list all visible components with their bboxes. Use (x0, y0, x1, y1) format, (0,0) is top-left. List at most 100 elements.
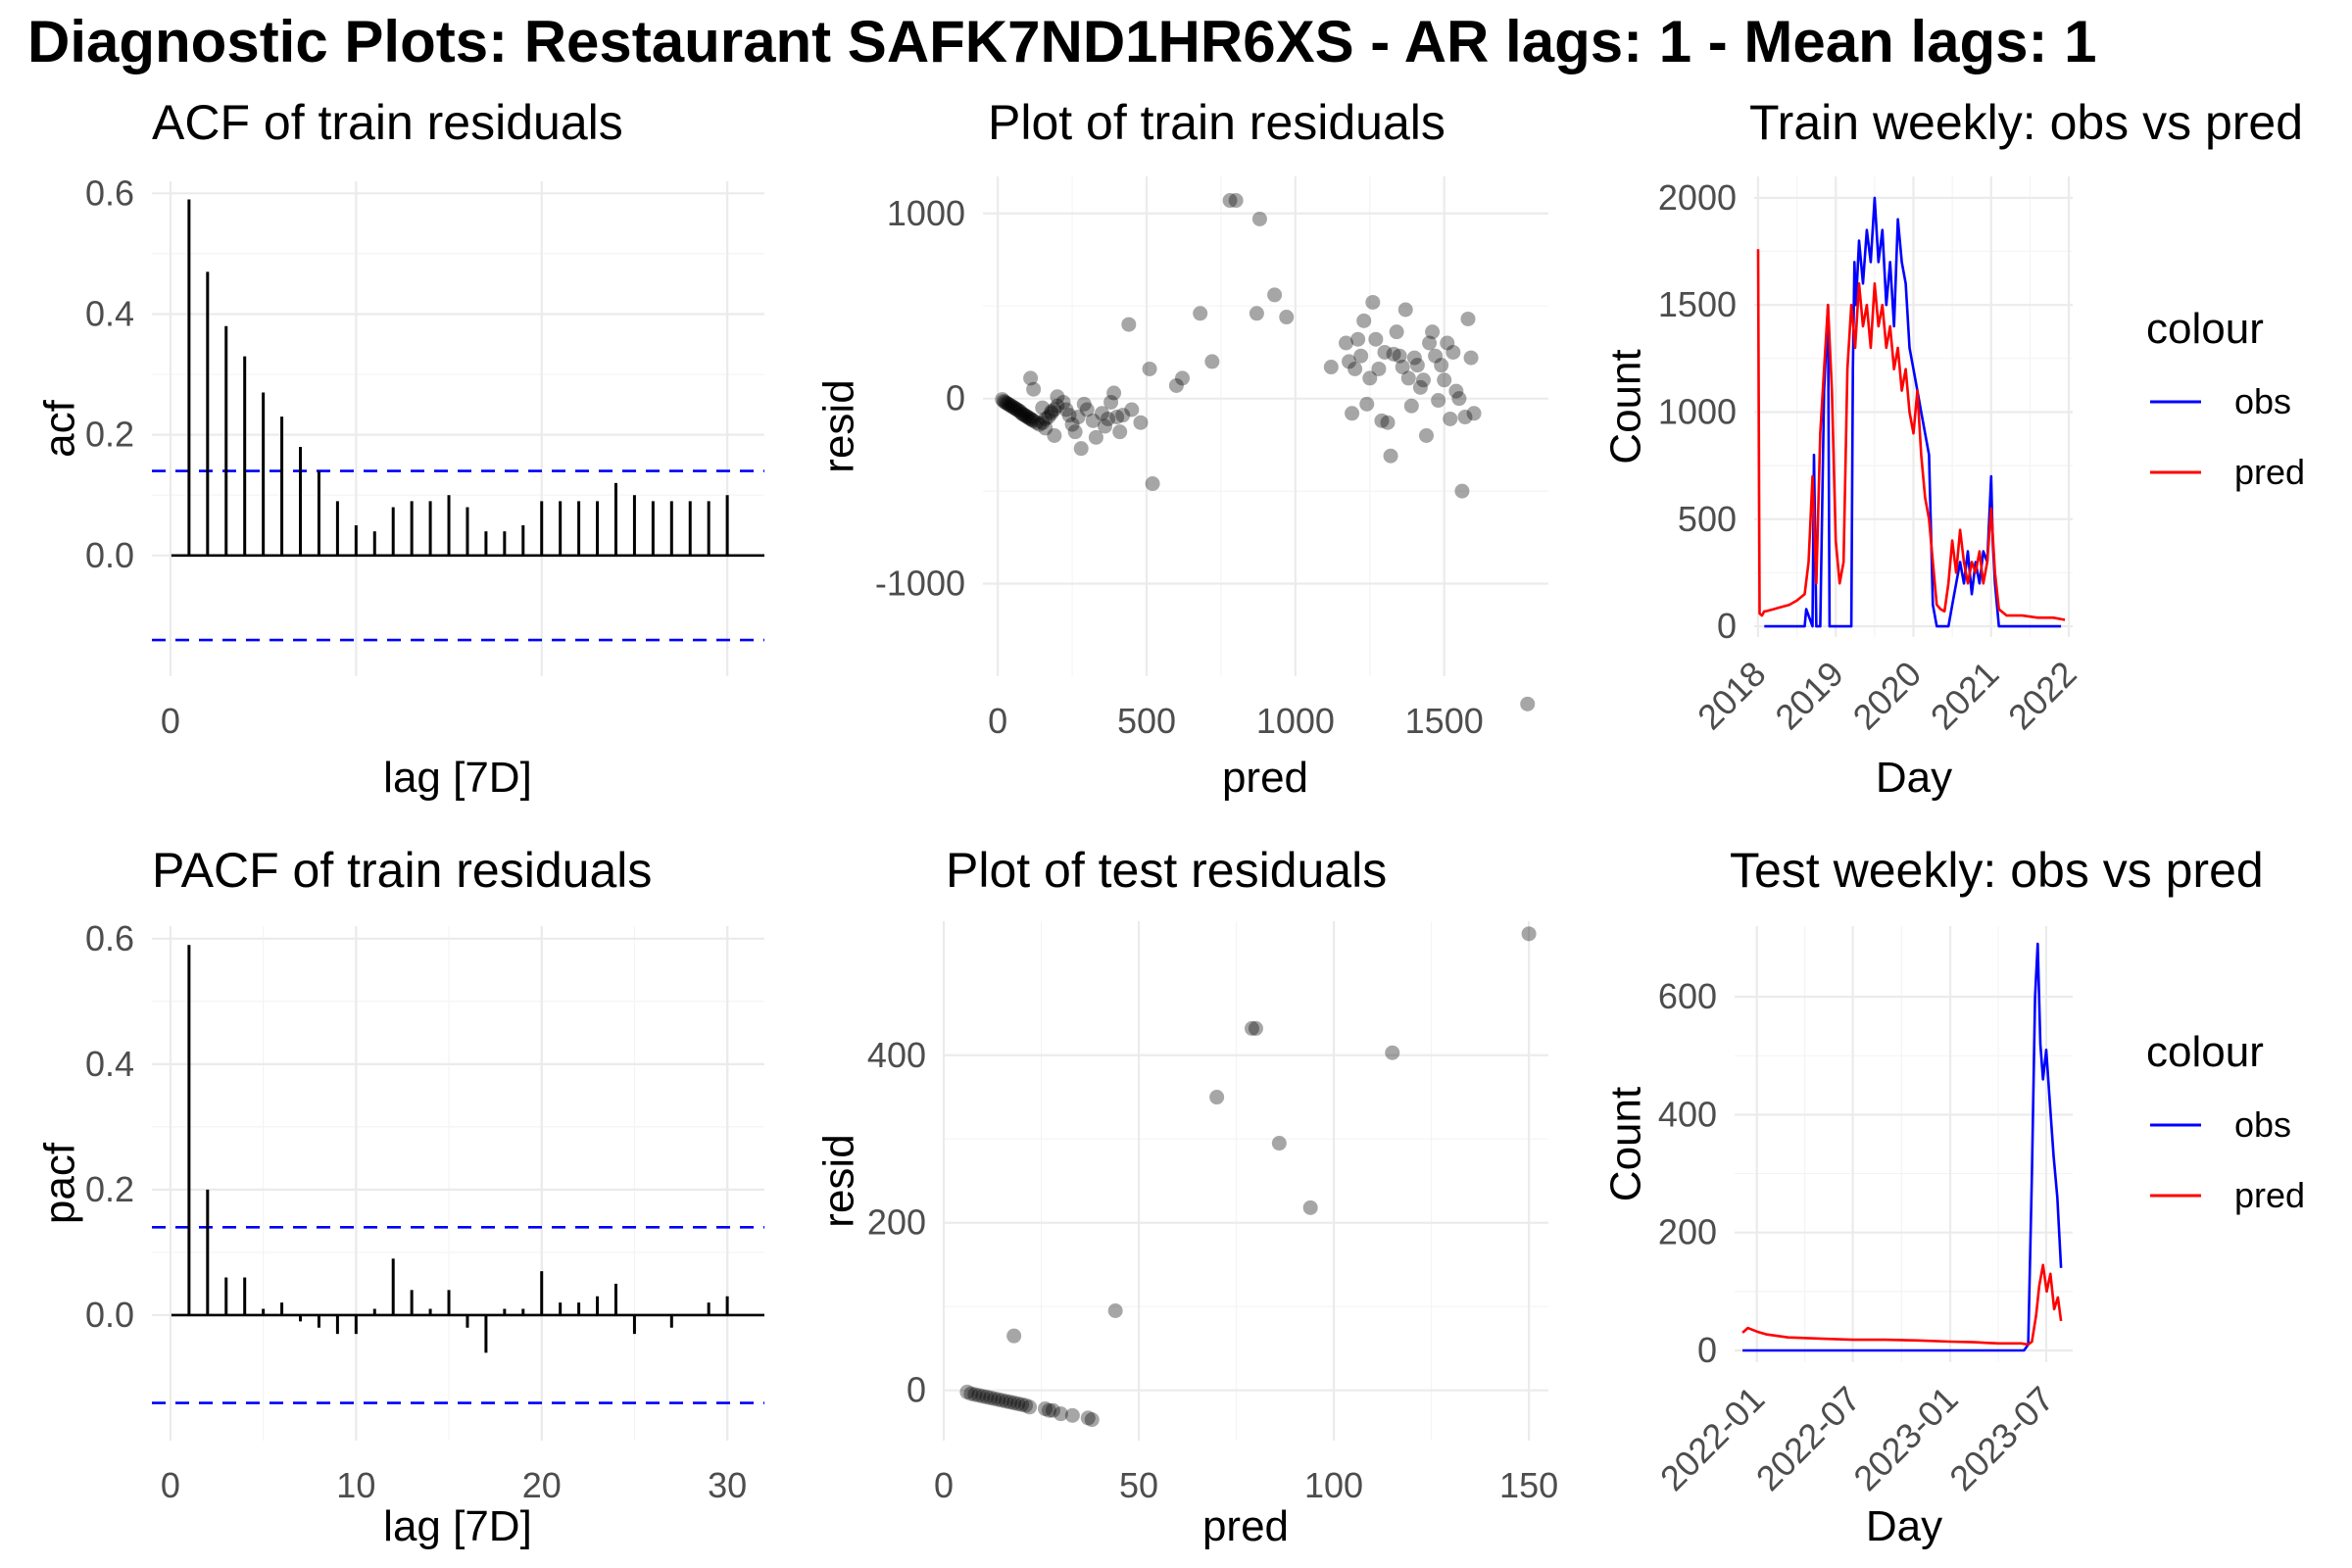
train-resid-point (1443, 411, 1458, 426)
train-resid-point (998, 394, 1013, 410)
train-resid-point (1359, 396, 1375, 412)
train-resid-point (1023, 370, 1039, 386)
train-resid-point (1454, 483, 1470, 499)
train-resid-point (1044, 406, 1059, 421)
pacf-x-tick-label: 10 (336, 1465, 375, 1505)
train-resid-point (999, 395, 1014, 411)
train-resid-point (1064, 416, 1080, 432)
train-resid-point (1383, 448, 1398, 464)
train-resid-point (1020, 410, 1036, 425)
train-resid-point (1228, 193, 1244, 209)
train-weekly-y-tick-label: 1500 (1658, 284, 1737, 324)
train-resid-point (1094, 406, 1109, 421)
train-resid-point (1365, 294, 1381, 310)
test-weekly-series-obs (1742, 942, 2063, 1352)
train-resid-y-axis-label: resid (814, 379, 862, 472)
test-weekly-y-tick-label: 400 (1658, 1094, 1717, 1134)
train-resid-point (1174, 370, 1190, 386)
train-resid-point (1035, 400, 1051, 416)
train-resid-point (1013, 406, 1029, 421)
train-resid-point (1409, 358, 1425, 373)
train-resid-point (1004, 398, 1019, 414)
test-resid-title: Plot of test residuals (946, 843, 1387, 898)
test-weekly-y-axis-label: Count (1601, 1087, 1649, 1201)
train-resid-point (1035, 415, 1051, 430)
test-resid-point (1107, 1303, 1123, 1318)
test-resid-y-tick-label: 200 (867, 1202, 926, 1243)
train-resid-point (1029, 415, 1045, 430)
train-resid-point (1345, 406, 1360, 421)
acf-y-tick-label: 0.2 (85, 415, 134, 455)
pacf-panel: PACF of train residuals lag [7D] pacf 0.0 0.… (35, 843, 764, 1550)
test-resid-point (975, 1389, 991, 1404)
test-weekly-x-tick-label: 2022-01 (1652, 1379, 1772, 1498)
train-resid-point (1032, 416, 1048, 432)
train-resid-point (1371, 361, 1387, 376)
train-resid-point (1348, 361, 1363, 376)
test-resid-point (1244, 1020, 1259, 1036)
train-resid-point (1418, 427, 1434, 443)
test-resid-y-axis-label: resid (814, 1134, 862, 1227)
train-resid-title: Plot of train residuals (988, 95, 1446, 150)
test-resid-point (1080, 1410, 1096, 1426)
train-resid-point (1386, 346, 1401, 362)
train-resid-point (1520, 696, 1536, 711)
train-weekly-x-tick-label: 2022 (2000, 654, 2084, 738)
train-resid-point (1251, 211, 1267, 226)
pacf-y-tick-label: 0.2 (85, 1169, 134, 1209)
train-resid-point (1425, 324, 1441, 340)
pacf-title: PACF of train residuals (152, 843, 652, 898)
train-resid-point (1460, 311, 1476, 326)
train-resid-point (1380, 415, 1396, 430)
train-resid-point (1007, 401, 1023, 416)
train-resid-point (996, 394, 1011, 409)
train-resid-point (1338, 335, 1353, 351)
train-resid-point (1109, 410, 1125, 425)
test-resid-point (1006, 1328, 1022, 1344)
test-resid-x-tick-label: 100 (1304, 1465, 1363, 1505)
pacf-y-tick-label: 0.0 (85, 1295, 134, 1335)
test-resid-y-tick-label: 0 (906, 1370, 926, 1410)
test-resid-x-tick-label: 150 (1499, 1465, 1558, 1505)
train-weekly-y-tick-label: 2000 (1658, 177, 1737, 218)
train-resid-point (1168, 377, 1184, 393)
train-resid-point (1395, 360, 1410, 375)
acf-panel: ACF of train residuals lag [7D] acf 0.0 0.2 0… (35, 95, 764, 802)
test-weekly-legend-title: colour (2146, 1028, 2264, 1076)
train-residuals-panel: Plot of train residuals pred resid -1000 0 10… (814, 95, 1548, 802)
test-weekly-panel: Test weekly: obs vs pred Day Count 0 200 400 6… (1601, 843, 2305, 1550)
train-resid-point (1015, 407, 1031, 422)
test-resid-x-axis-label: pred (1202, 1502, 1289, 1550)
train-resid-point (1026, 381, 1042, 397)
acf-title: ACF of train residuals (152, 95, 623, 150)
train-resid-point (1415, 372, 1431, 388)
train-weekly-legend-title: colour (2146, 305, 2264, 353)
test-weekly-x-axis-label: Day (1866, 1502, 1942, 1550)
train-resid-point (1115, 408, 1131, 423)
train-resid-point (1002, 397, 1017, 413)
pacf-x-tick-label: 30 (708, 1465, 747, 1505)
train-resid-point (1422, 335, 1438, 351)
train-resid-point (1079, 402, 1095, 417)
test-resid-point (1003, 1395, 1018, 1410)
train-resid-point (1145, 476, 1160, 492)
train-resid-x-tick-label: 1000 (1256, 701, 1335, 741)
test-weekly-y-tick-label: 200 (1658, 1212, 1717, 1252)
train-resid-point (1451, 391, 1467, 407)
train-resid-point (1124, 402, 1140, 417)
test-resid-point (1018, 1397, 1034, 1413)
train-weekly-panel: Train weekly: obs vs pred Day Count 0 500 100… (1601, 95, 2305, 802)
train-resid-point (1006, 400, 1022, 416)
train-weekly-series-pred (1756, 249, 2066, 621)
train-resid-point (1044, 404, 1059, 419)
train-resid-point (1021, 411, 1037, 425)
train-resid-point (1392, 348, 1407, 364)
train-weekly-x-tick-label: 2019 (1767, 654, 1851, 738)
pacf-y-tick-label: 0.4 (85, 1044, 134, 1084)
train-resid-point (1047, 427, 1062, 443)
train-resid-point (1085, 413, 1101, 428)
train-resid-y-tick-label: 0 (946, 378, 965, 418)
train-resid-point (1353, 348, 1369, 364)
test-weekly-x-tick-label: 2023-07 (1941, 1379, 2061, 1498)
train-resid-point (1400, 370, 1416, 386)
